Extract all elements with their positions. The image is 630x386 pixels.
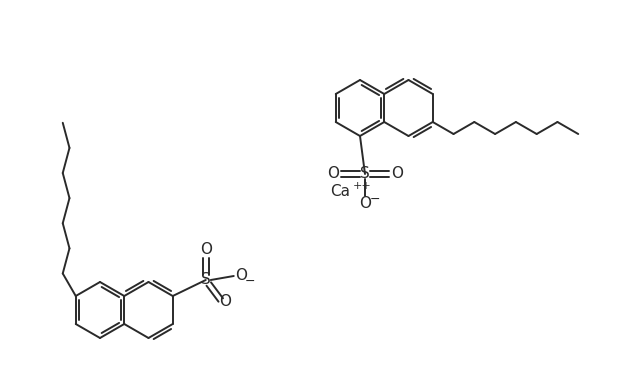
Text: S: S [360, 166, 370, 181]
Text: O: O [219, 293, 231, 308]
Text: O: O [200, 242, 212, 257]
Text: S: S [201, 273, 210, 288]
Text: Ca: Ca [330, 185, 350, 200]
Text: O: O [359, 196, 371, 212]
Text: O: O [391, 166, 403, 181]
Text: −: − [370, 193, 381, 205]
Text: −: − [244, 274, 255, 288]
Text: O: O [327, 166, 339, 181]
Text: O: O [235, 269, 247, 283]
Text: ++: ++ [353, 181, 372, 191]
